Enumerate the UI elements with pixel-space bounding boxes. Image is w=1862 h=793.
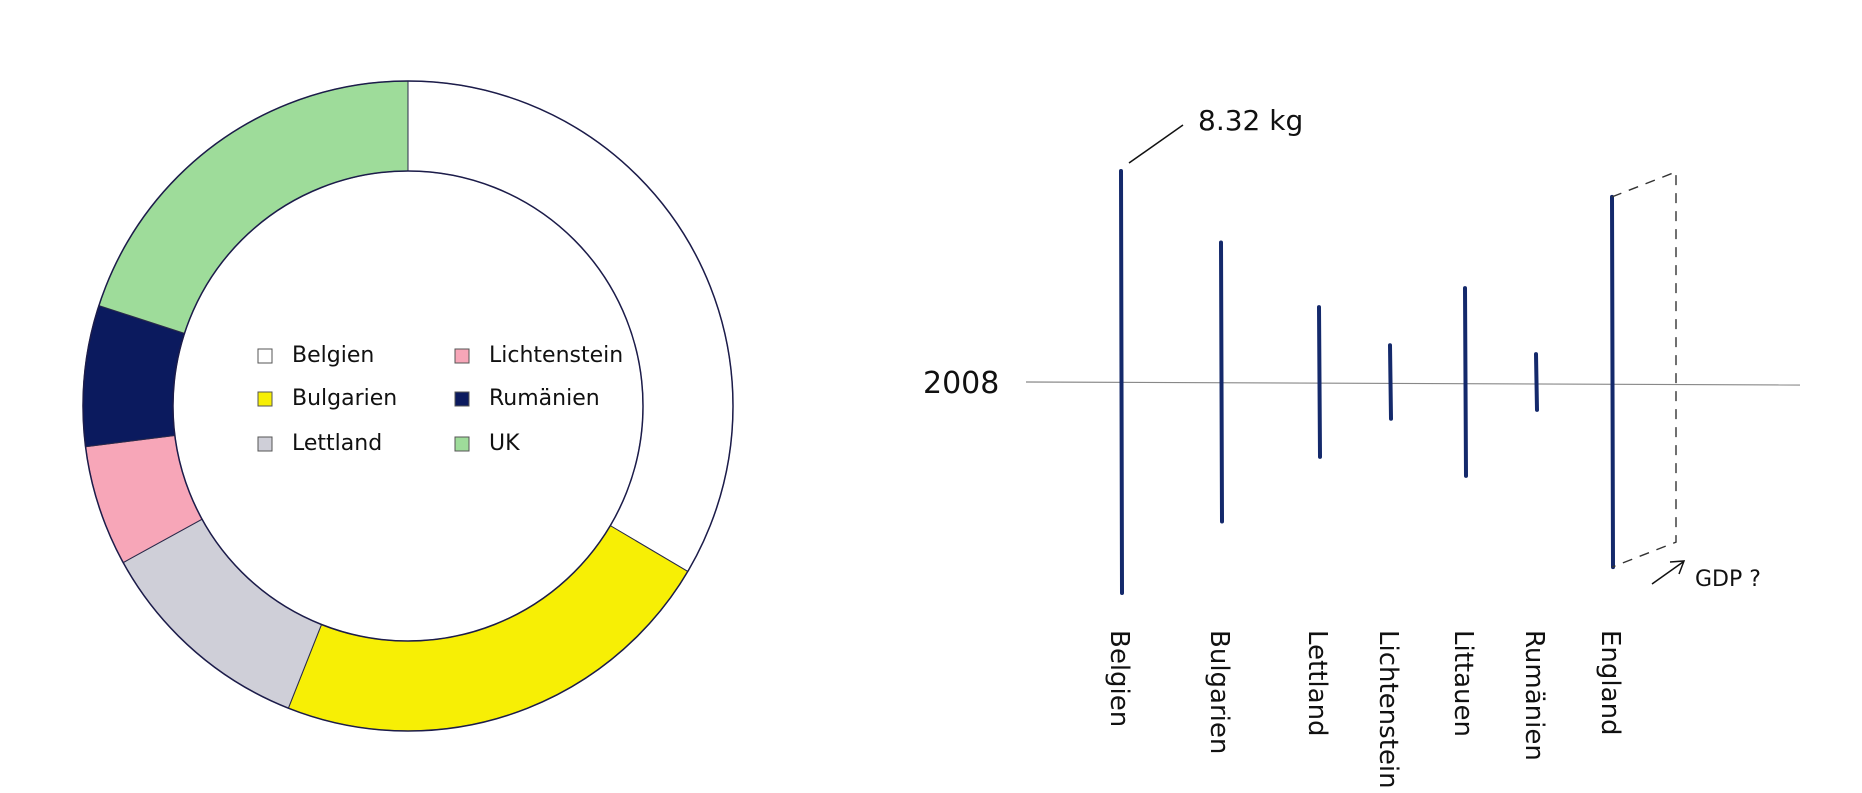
gdp-dashed-box <box>1611 170 1677 568</box>
legend-swatch-lichtenstein <box>454 348 470 364</box>
legend-swatch-rum-nien <box>454 391 470 407</box>
category-labels: Belgien Bulgarien Lettland Lichtenstein Litt… <box>1104 630 1625 789</box>
legend-label-lettland: Lettland <box>292 431 382 456</box>
legend-swatch-bulgarien <box>257 391 273 407</box>
legend-label-belgien: Belgien <box>292 343 374 368</box>
bars <box>1119 169 1615 595</box>
bar-bulgarien <box>1219 240 1224 524</box>
category-label-lettland: Lettland <box>1302 630 1332 737</box>
donut-slice-uk <box>98 80 409 335</box>
donut-slice-bulgarien <box>287 524 689 732</box>
donut-legend: Belgien Bulgarien Lettland Lichtenstein Rumä… <box>257 343 623 456</box>
donut-slices <box>82 80 734 732</box>
legend-label-rum-nien: Rumänien <box>489 386 600 411</box>
category-label-littauen: Littauen <box>1448 630 1478 737</box>
category-label-belgien: Belgien <box>1104 630 1134 727</box>
legend-label-lichtenstein: Lichtenstein <box>489 343 623 368</box>
donut-outer-ring <box>82 80 734 732</box>
donut-chart: Belgien Bulgarien Lettland Lichtenstein Rumä… <box>82 80 734 732</box>
donut-slice-belgien <box>407 80 734 573</box>
legend-swatch-belgien <box>257 348 273 364</box>
legend-swatch-lettland <box>257 436 273 452</box>
legend-swatch-uk <box>454 436 470 452</box>
donut-inner-ring <box>172 170 644 642</box>
baseline-axis <box>1025 381 1801 386</box>
legend-label-uk: UK <box>489 431 520 456</box>
gdp-annotation: GDP ? <box>1611 170 1761 592</box>
bar-england <box>1610 194 1615 570</box>
legend-label-bulgarien: Bulgarien <box>292 386 397 411</box>
gdp-arrow <box>1651 561 1684 585</box>
category-label-bulgarien: Bulgarien <box>1204 630 1234 754</box>
vertical-line-chart: 2008 Belgien Bulgarien Lettland Lichtenstei… <box>923 104 1801 789</box>
bar-rum-nien <box>1534 352 1539 412</box>
donut-slice-lettland <box>122 518 323 709</box>
annotation-leader-line <box>1128 124 1184 164</box>
value-annotation: 8.32 kg <box>1128 104 1303 164</box>
gdp-arrowhead <box>1669 560 1686 575</box>
bar-belgien <box>1119 169 1124 595</box>
bar-lichtenstein <box>1388 343 1393 421</box>
baseline-label: 2008 <box>923 366 999 401</box>
category-label-lichtenstein: Lichtenstein <box>1373 630 1403 789</box>
bar-littauen <box>1463 286 1468 478</box>
category-label-england: England <box>1595 630 1625 736</box>
bar-lettland <box>1317 305 1322 459</box>
gdp-label: GDP ? <box>1695 567 1761 592</box>
category-label-rum-nien: Rumänien <box>1519 630 1549 761</box>
annotation-text: 8.32 kg <box>1198 104 1303 137</box>
